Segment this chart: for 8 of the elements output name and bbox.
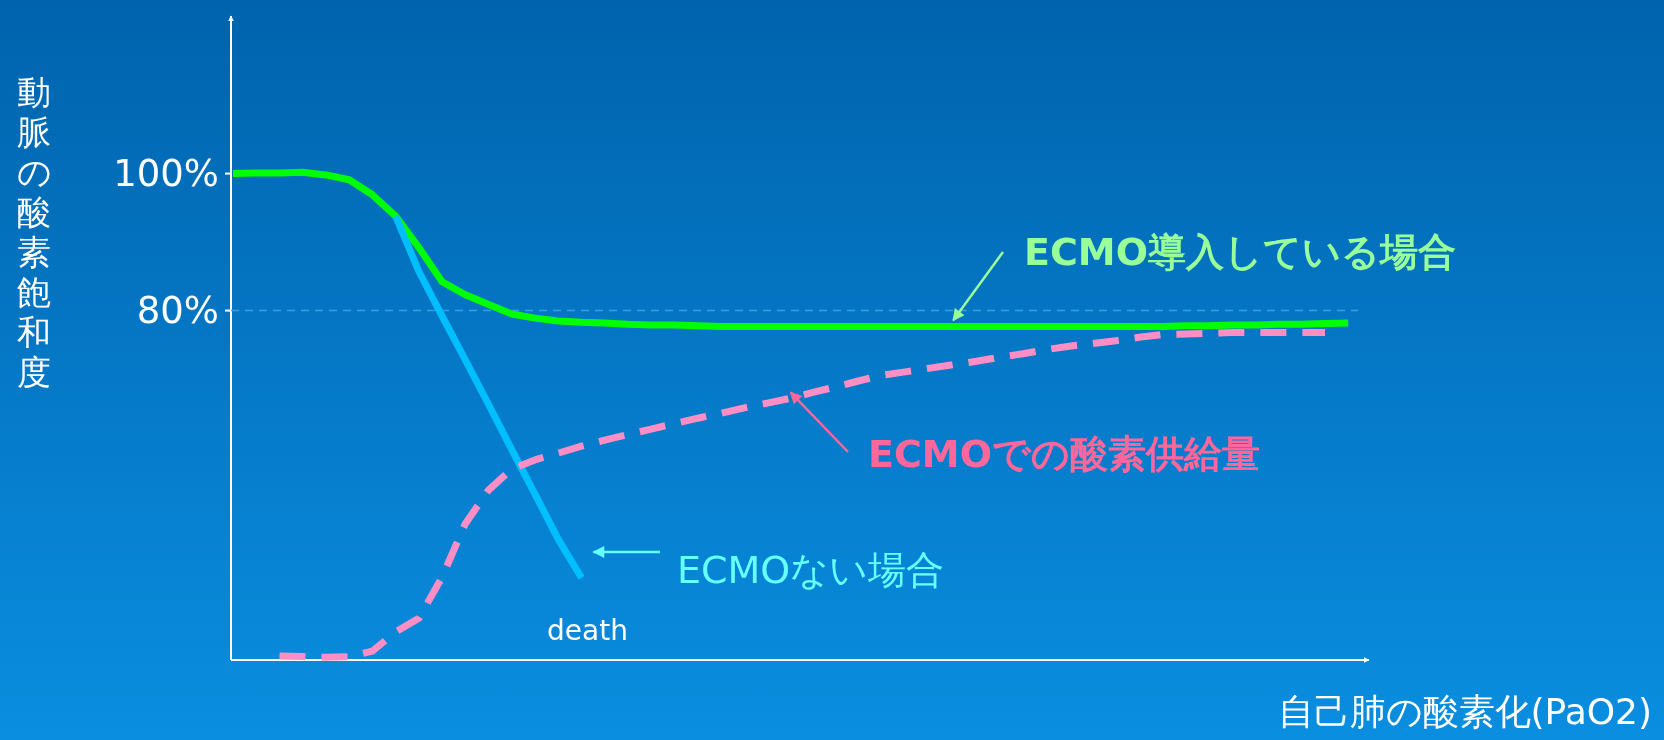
x-axis-title: 自己肺の酸素化(PaO2) <box>1277 691 1652 732</box>
y-tick-label: 80% <box>136 289 219 333</box>
y-axis-title: 動脈の酸素飽和度 <box>16 72 52 392</box>
text: ECMOない場合 <box>677 548 945 592</box>
y-tick-label: 100% <box>113 152 219 196</box>
series-label: ECMOでの酸素供給量 <box>868 432 1260 476</box>
series-label: ECMO導入している場合 <box>1024 230 1456 274</box>
annotation: death <box>547 613 628 647</box>
